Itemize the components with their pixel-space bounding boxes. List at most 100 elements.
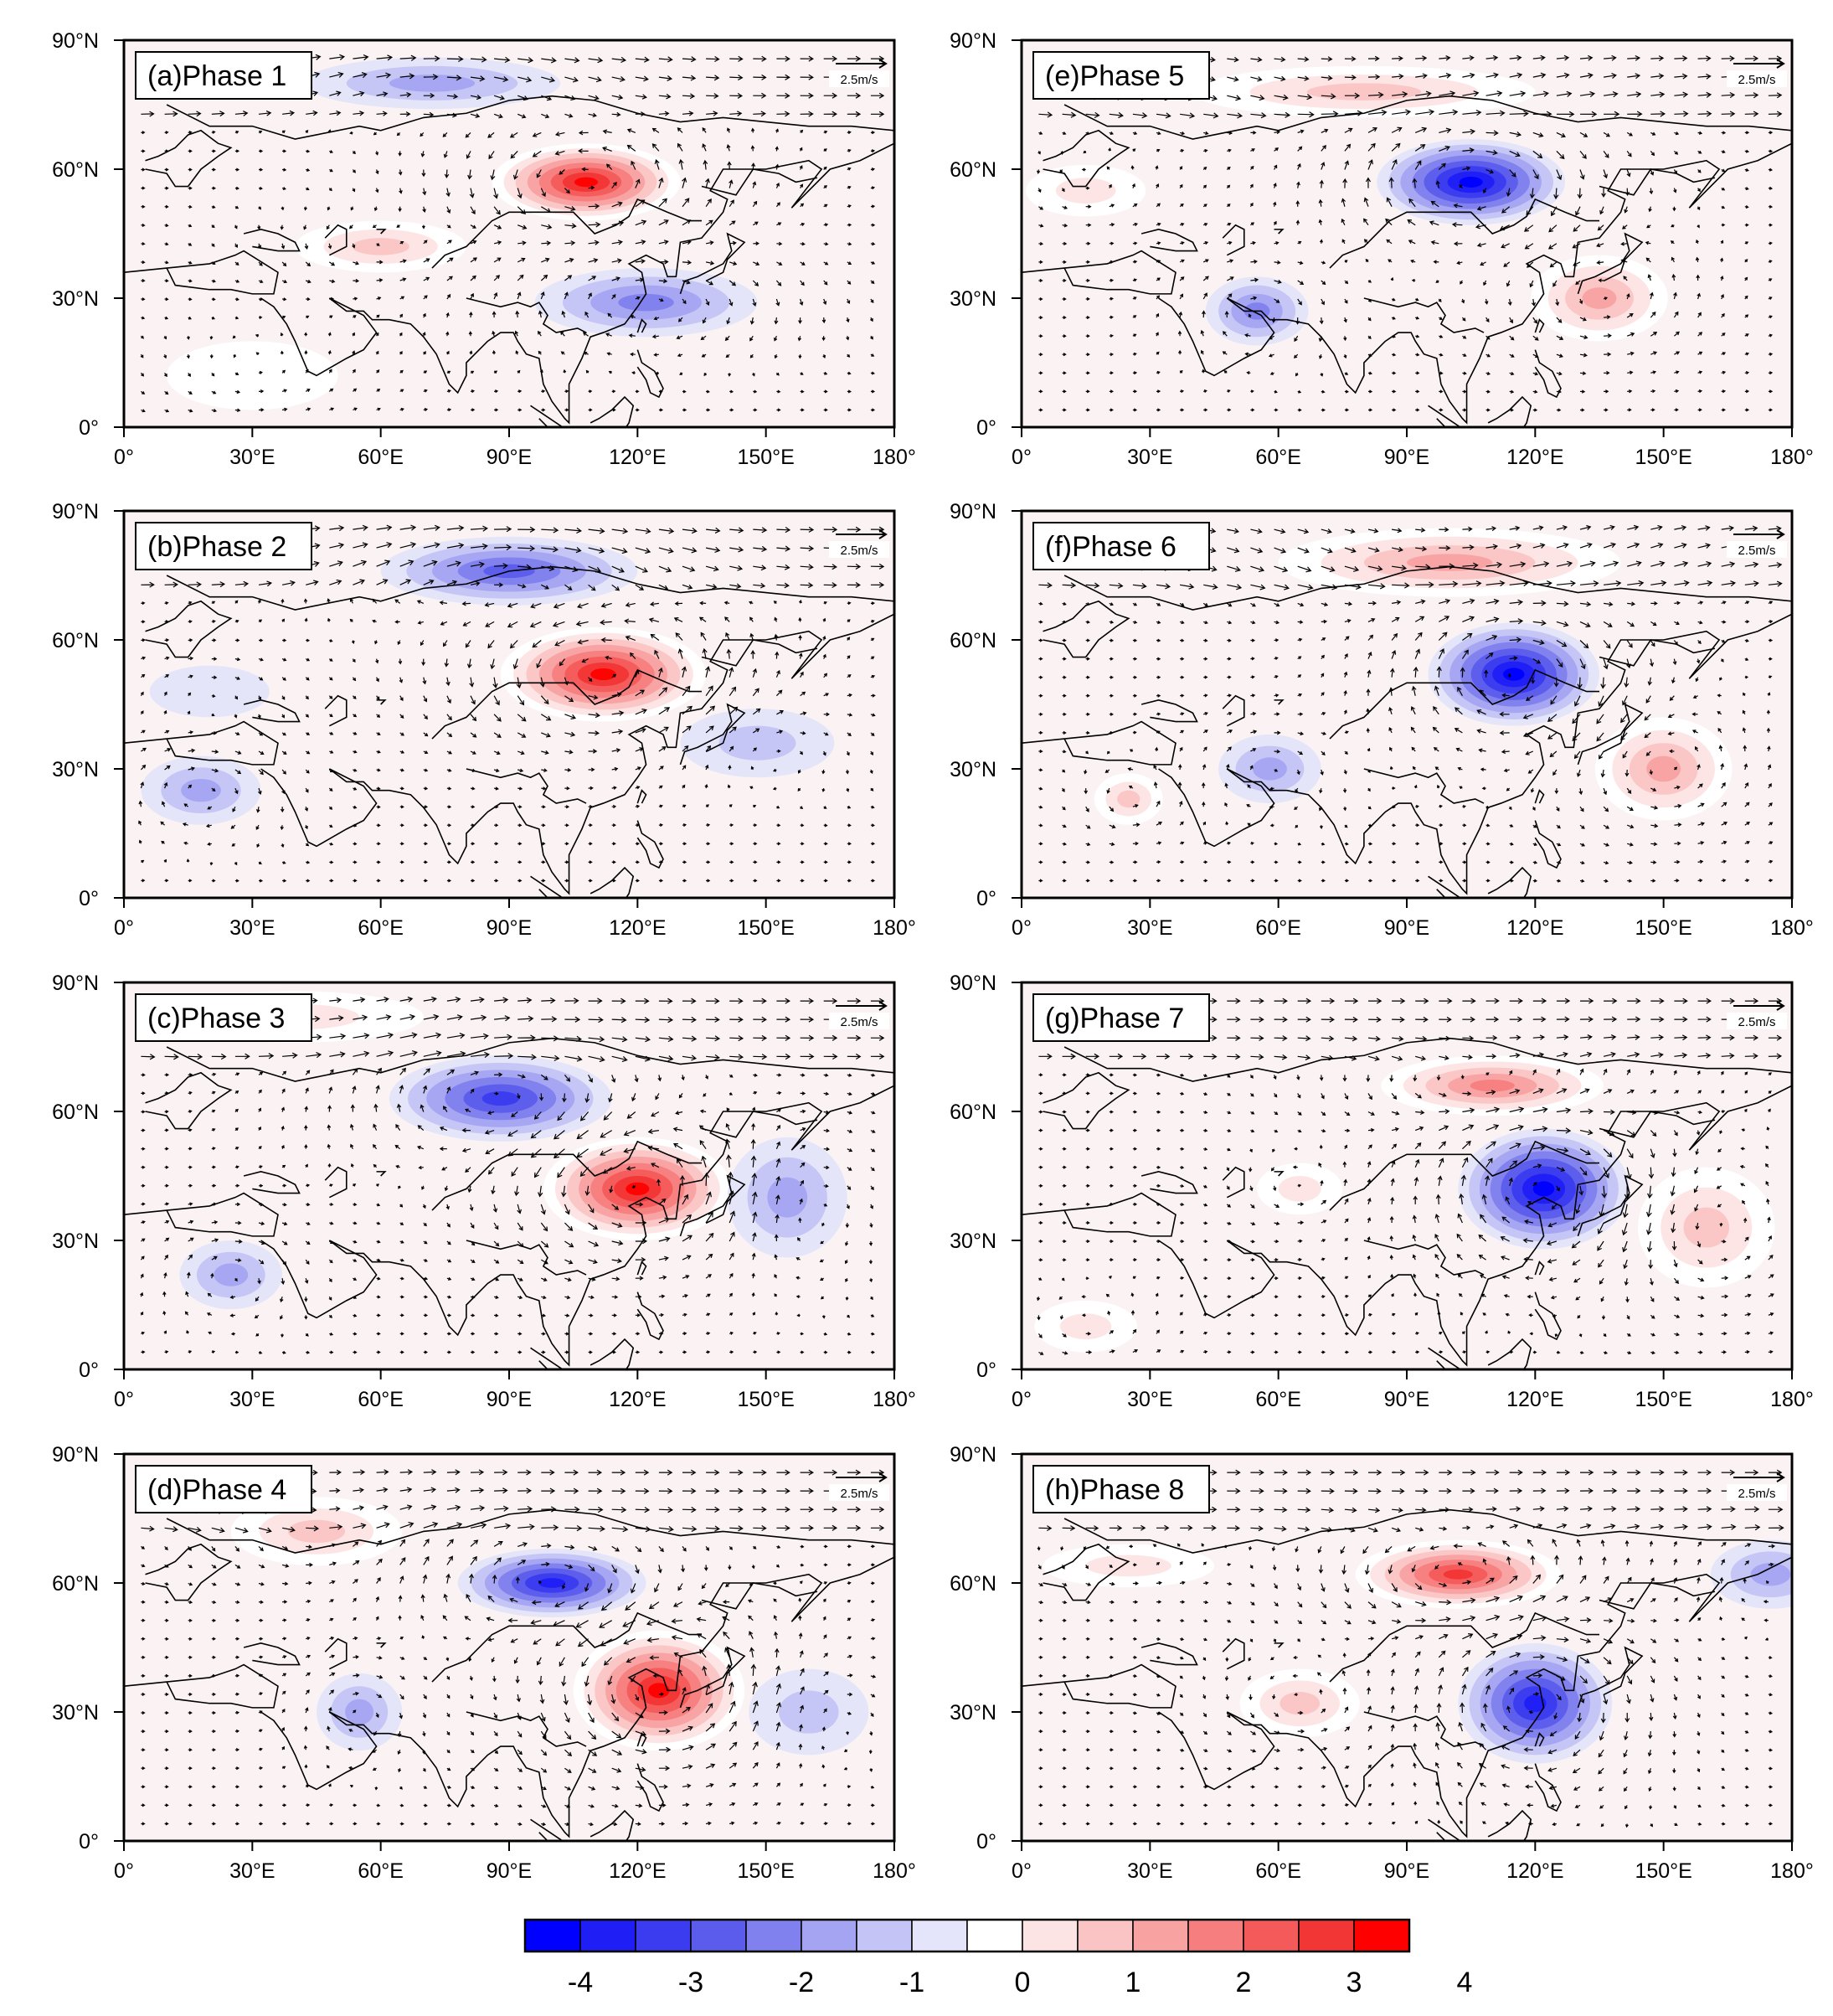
wind-arrow <box>423 786 429 791</box>
wind-arrow <box>258 1637 264 1641</box>
wind-arrow <box>280 224 284 230</box>
wind-arrow <box>1481 786 1486 791</box>
wind-arrow <box>532 131 542 137</box>
wind-arrow <box>1604 580 1622 587</box>
wind-arrow <box>1646 1222 1652 1235</box>
wind-arrow <box>823 185 827 189</box>
wind-arrow <box>231 843 236 847</box>
wind-arrow <box>1202 369 1206 374</box>
wind-arrow <box>1744 802 1750 807</box>
wind-arrow <box>494 1053 514 1060</box>
coastline-segment <box>260 1711 378 1791</box>
wind-arrow <box>211 620 216 624</box>
wind-arrow <box>164 1165 169 1169</box>
wind-arrow <box>1768 241 1773 245</box>
wind-arrow <box>1156 638 1161 642</box>
coastline-segment <box>1487 395 1532 427</box>
wind-arrow <box>1768 389 1774 394</box>
wind-arrow <box>682 1725 693 1732</box>
wind-arrow <box>796 1313 801 1317</box>
wind-arrow <box>256 843 260 848</box>
wind-arrow <box>611 729 624 735</box>
wind-arrow <box>635 1202 644 1207</box>
wind-arrow <box>234 1564 241 1569</box>
wind-arrow <box>1321 654 1325 659</box>
wind-arrow <box>682 1706 691 1714</box>
wind-arrow <box>1744 314 1749 318</box>
wind-arrow <box>578 148 589 154</box>
wind-arrow <box>514 330 518 337</box>
wind-arrow <box>729 1190 735 1205</box>
wind-arrow <box>234 1053 250 1060</box>
wind-arrow <box>706 1350 711 1354</box>
wind-arrow <box>1062 260 1067 265</box>
wind-arrow <box>1156 879 1161 883</box>
wind-arrow <box>847 1350 852 1354</box>
wind-arrow <box>353 1259 358 1262</box>
anomaly-center <box>1381 1055 1604 1116</box>
wind-arrow <box>234 243 238 248</box>
anomaly-center <box>1026 164 1146 217</box>
wind-arrow <box>611 1822 618 1827</box>
wind-arrow <box>1527 1201 1534 1205</box>
wind-arrow <box>352 695 357 699</box>
wind-arrow <box>1509 1016 1523 1023</box>
coastline <box>1022 1037 1792 1369</box>
wind-arrow <box>1085 1091 1090 1096</box>
wind-arrow <box>1180 879 1185 883</box>
wind-arrow <box>486 1616 495 1622</box>
wind-arrow <box>750 1138 756 1149</box>
wind-arrow <box>776 1469 790 1476</box>
wind-arrow <box>1768 562 1783 569</box>
wind-arrow <box>517 274 524 281</box>
wind-arrow <box>443 1593 448 1602</box>
wind-arrow <box>1623 1259 1628 1270</box>
wind-arrow <box>1320 1179 1324 1186</box>
wind-arrow <box>1226 166 1231 170</box>
wind-arrow <box>446 389 451 393</box>
wind-arrow <box>1250 602 1256 607</box>
wind-arrow <box>870 879 876 883</box>
wind-arrow <box>1062 334 1067 338</box>
wind-arrow <box>1227 693 1232 698</box>
wind-arrow <box>729 280 736 286</box>
wind-arrow <box>635 1803 643 1808</box>
wind-arrow <box>541 565 555 571</box>
wind-arrow <box>705 1783 714 1788</box>
wind-arrow <box>1249 1185 1254 1192</box>
wind-arrow <box>1531 677 1536 684</box>
wind-arrow <box>1462 371 1467 375</box>
wind-arrow <box>1439 598 1451 605</box>
wind-arrow <box>1579 658 1586 670</box>
wind-arrow <box>1297 1054 1311 1060</box>
wind-arrow <box>494 582 504 588</box>
wind-arrow <box>588 1313 594 1317</box>
wind-arrow <box>611 1075 616 1083</box>
wind-arrow <box>141 1673 146 1678</box>
wind-arrow <box>461 1147 471 1152</box>
wind-arrow <box>1341 239 1346 245</box>
wind-arrow <box>822 1783 826 1787</box>
wind-arrow <box>470 240 477 245</box>
wind-arrow <box>706 1054 720 1060</box>
wind-arrow <box>658 860 664 864</box>
wind-arrow <box>188 1128 193 1132</box>
wind-arrow <box>141 1655 146 1659</box>
wind-arrow <box>678 1093 683 1099</box>
coastline-segment <box>1274 229 1285 235</box>
wind-arrow <box>705 298 710 306</box>
coastline-segment <box>530 405 564 427</box>
wind-arrow <box>1365 258 1369 263</box>
wind-arrow <box>870 1600 875 1604</box>
wind-arrow <box>1650 151 1655 157</box>
wind-arrow <box>1721 639 1726 643</box>
wind-arrow <box>1501 1216 1511 1224</box>
wind-arrow <box>211 1546 216 1552</box>
wind-arrow <box>635 842 640 846</box>
wind-arrow <box>1509 1034 1521 1041</box>
wind-arrow <box>234 600 239 604</box>
wind-arrow <box>699 601 707 606</box>
wind-arrow <box>823 860 828 864</box>
wind-arrow <box>753 1016 767 1023</box>
wind-arrow <box>350 1143 354 1149</box>
